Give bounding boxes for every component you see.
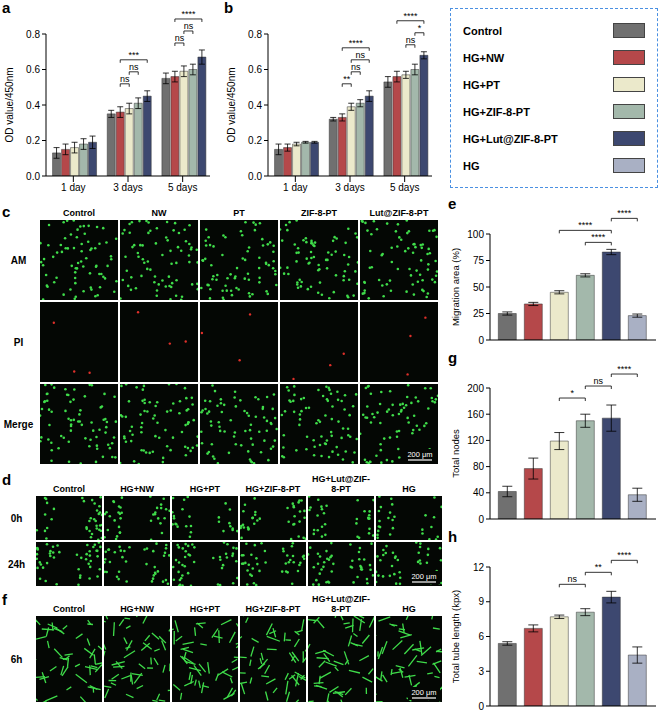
svg-text:****: ****: [617, 364, 632, 374]
svg-text:0: 0: [478, 335, 484, 346]
svg-text:Total tube length (kpx): Total tube length (kpx): [450, 590, 461, 683]
html-text:HG+NW: HG+NW: [120, 484, 154, 494]
svg-text:****: ****: [617, 550, 632, 560]
svg-text:Total nodes: Total nodes: [450, 429, 461, 478]
svg-text:200 μm: 200 μm: [407, 450, 432, 459]
html-text:HG+NW: HG+NW: [120, 604, 154, 614]
svg-text:**: **: [343, 74, 351, 84]
html-text:c: c: [2, 203, 11, 220]
svg-text:OD value/450nm: OD value/450nm: [226, 67, 237, 142]
html-text:g: g: [448, 349, 458, 366]
svg-text:0.2: 0.2: [248, 135, 262, 146]
html-text:HG+Lut@ZIF-8-PT: HG+Lut@ZIF-8-PT: [312, 474, 370, 494]
svg-text:0: 0: [478, 701, 484, 712]
html-text:Control: Control: [53, 604, 85, 614]
svg-text:5 days: 5 days: [390, 182, 419, 193]
svg-text:0.6: 0.6: [248, 64, 262, 75]
svg-text:1 day: 1 day: [61, 182, 85, 193]
html-text:6h: 6h: [10, 653, 23, 665]
svg-text:6: 6: [478, 631, 484, 642]
svg-text:0.8: 0.8: [248, 29, 262, 40]
svg-text:0.6: 0.6: [26, 64, 40, 75]
html-text:HG+PT: HG+PT: [463, 78, 500, 91]
svg-text:ns: ns: [184, 21, 194, 31]
html-text:d: d: [2, 471, 12, 488]
svg-text:40: 40: [473, 487, 485, 498]
html-text:Merge: Merge: [3, 418, 34, 430]
svg-text:1 day: 1 day: [283, 182, 307, 193]
svg-text:****: ****: [591, 232, 606, 242]
html-text:HG+Lut@ZIF-8-PT: HG+Lut@ZIF-8-PT: [312, 594, 370, 614]
svg-text:***: ***: [128, 50, 139, 60]
svg-text:3 days: 3 days: [335, 182, 364, 193]
svg-text:*: *: [418, 23, 422, 33]
html-text:HG+ZIF-8-PT: HG+ZIF-8-PT: [245, 604, 301, 614]
svg-text:75: 75: [473, 255, 485, 266]
svg-text:5 days: 5 days: [168, 182, 197, 193]
html-text:Control: Control: [463, 24, 503, 37]
html-text:h: h: [448, 528, 458, 545]
html-text:HG+NW: HG+NW: [463, 51, 505, 64]
html-text:PT: PT: [233, 208, 245, 218]
svg-text:ns: ns: [355, 50, 365, 60]
svg-text:200: 200: [467, 383, 484, 394]
svg-text:ns: ns: [406, 35, 416, 45]
svg-text:****: ****: [617, 208, 632, 218]
svg-text:12: 12: [473, 562, 485, 573]
svg-text:ns: ns: [120, 74, 130, 84]
svg-text:80: 80: [473, 461, 485, 472]
svg-text:0.0: 0.0: [248, 171, 262, 182]
html-text:HG+Lut@ZIF-8-PT: HG+Lut@ZIF-8-PT: [463, 132, 558, 145]
svg-text:0.4: 0.4: [26, 100, 40, 111]
html-text:Lut@ZIF-8-PT: Lut@ZIF-8-PT: [369, 208, 429, 218]
svg-text:****: ****: [349, 38, 364, 48]
svg-text:0.0: 0.0: [26, 171, 40, 182]
html-text:Control: Control: [63, 208, 95, 218]
svg-text:160: 160: [467, 409, 484, 420]
svg-text:3 days: 3 days: [113, 182, 142, 193]
html-text:HG: HG: [402, 604, 416, 614]
svg-text:OD value/450nm: OD value/450nm: [4, 67, 15, 142]
svg-text:****: ****: [578, 220, 593, 230]
html-text:AM: AM: [10, 254, 27, 266]
svg-text:**: **: [595, 562, 603, 572]
html-text:a: a: [2, 0, 11, 16]
html-text:ZIF-8-PT: ZIF-8-PT: [301, 208, 337, 218]
svg-text:0.8: 0.8: [26, 29, 40, 40]
html-text:PI: PI: [13, 336, 24, 348]
svg-text:****: ****: [403, 11, 418, 21]
svg-text:ns: ns: [594, 376, 604, 386]
html-text:HG: HG: [402, 484, 416, 494]
html-text:HG: HG: [463, 159, 480, 172]
html-text:NW: NW: [151, 208, 167, 218]
svg-text:120: 120: [467, 435, 484, 446]
html-text:HG+ZIF-8-PT: HG+ZIF-8-PT: [245, 484, 301, 494]
html-text:f: f: [2, 591, 7, 608]
svg-text:*: *: [571, 388, 575, 398]
svg-text:200 μm: 200 μm: [411, 688, 436, 697]
html-text:0h: 0h: [10, 512, 23, 524]
svg-text:ns: ns: [568, 574, 578, 584]
svg-text:3: 3: [478, 666, 484, 677]
html-text:24h: 24h: [7, 558, 26, 570]
svg-text:100: 100: [467, 229, 484, 240]
svg-text:50: 50: [473, 282, 485, 293]
html-text:b: b: [224, 0, 234, 16]
html-text:HG+PT: HG+PT: [189, 604, 221, 614]
svg-text:0.4: 0.4: [248, 100, 262, 111]
svg-text:Migration area (%): Migration area (%): [450, 248, 461, 326]
svg-text:0: 0: [478, 514, 484, 525]
html-text:e: e: [448, 195, 457, 212]
html-text:HG+PT: HG+PT: [189, 484, 221, 494]
svg-text:ns: ns: [351, 62, 361, 72]
svg-text:200 μm: 200 μm: [411, 572, 436, 581]
svg-text:0.2: 0.2: [26, 135, 40, 146]
html-text:HG+ZIF-8-PT: HG+ZIF-8-PT: [463, 105, 530, 118]
svg-text:****: ****: [181, 9, 196, 19]
svg-text:9: 9: [478, 596, 484, 607]
svg-text:ns: ns: [129, 62, 139, 72]
svg-text:25: 25: [473, 308, 485, 319]
svg-text:ns: ns: [175, 33, 185, 43]
html-text:Control: Control: [53, 484, 85, 494]
